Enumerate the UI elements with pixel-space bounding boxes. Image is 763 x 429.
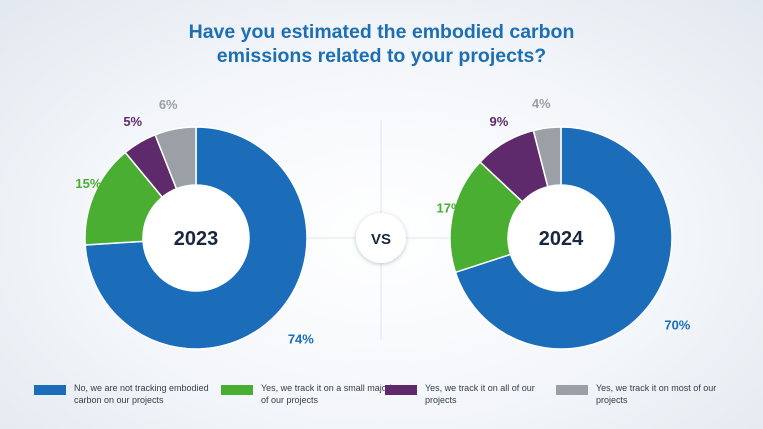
legend-swatch [221,385,253,395]
center-label-2023: 2023 [174,228,219,250]
donut-hole [508,185,614,291]
chart-title: Have you estimated the embodied carbon e… [0,20,763,68]
center-label-2024: 2024 [539,228,584,250]
donut-charts: 74% 15% 5% 6% 2023 70% 17% 9% 4% 2024 VS [75,96,691,350]
legend-label: No, we are not tracking embodied carbon … [74,383,209,405]
legend-item-all-projects: Yes, we track it on all of our projects [385,382,535,406]
value-label-2023-small-majority: 15% [75,176,101,191]
vs-badge [356,213,406,263]
value-label-2023-not-tracking: 74% [288,331,314,346]
value-label-2024-most-projects: 4% [532,96,551,111]
vs-label: VS [371,231,391,248]
legend-label: Yes, we track it on all of our projects [425,383,535,405]
legend-label: Yes, we track it on a small majority of … [261,383,399,405]
legend-swatch [34,385,66,395]
legend: No, we are not tracking embodied carbon … [0,382,763,422]
legend-swatch [385,385,417,395]
value-label-2024-small-majority: 17% [436,200,462,215]
donut-hole [143,185,249,291]
chart-title-line-1: Have you estimated the embodied carbon [188,21,575,43]
value-label-2024-not-tracking: 70% [664,318,690,333]
donut-2023: 74% 15% 5% 6% 2023 [75,97,314,350]
donut-2024: 70% 17% 9% 4% 2024 [436,96,691,350]
value-label-2023-most-projects: 6% [159,97,178,112]
legend-item-not-tracking: No, we are not tracking embodied carbon … [34,382,214,406]
legend-swatch [556,385,588,395]
value-label-2024-all-projects: 9% [490,114,509,129]
legend-item-small-majority: Yes, we track it on a small majority of … [221,382,401,406]
legend-item-most-projects: Yes, we track it on most of our projects [556,382,726,406]
legend-label: Yes, we track it on most of our projects [596,383,717,405]
chart-title-line-2: emissions related to your projects? [216,45,547,67]
value-label-2023-all-projects: 5% [123,114,142,129]
